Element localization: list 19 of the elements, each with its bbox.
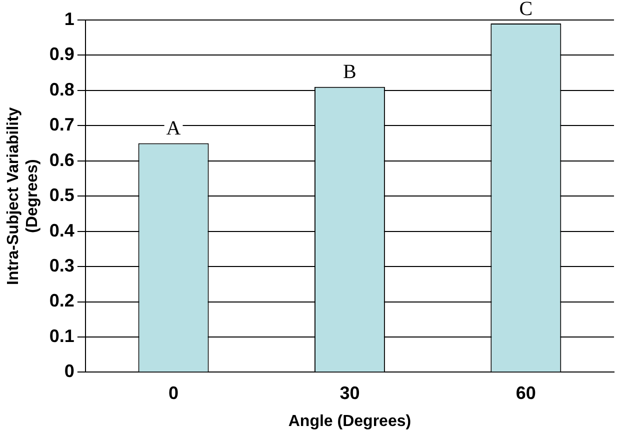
y-tick-label: 0.6 bbox=[49, 150, 74, 170]
y-tick-label: 0.3 bbox=[49, 256, 74, 276]
y-tick-label: 1 bbox=[64, 8, 74, 29]
x-tick-label: 60 bbox=[516, 382, 536, 403]
y-tick-label: 0 bbox=[64, 361, 74, 382]
y-tick-label: 0.5 bbox=[49, 185, 74, 206]
x-axis-title: Angle (Degrees) bbox=[288, 412, 412, 430]
y-tick-label: 0.9 bbox=[49, 44, 74, 64]
y-tick-label: 0.2 bbox=[49, 290, 74, 311]
y-tick-label: 0.4 bbox=[49, 220, 74, 240]
x-tick-label: 0 bbox=[168, 382, 179, 403]
y-tick-label: 0.8 bbox=[49, 79, 74, 100]
annotation: B bbox=[343, 61, 356, 84]
y-tick-label: 0.7 bbox=[49, 114, 74, 135]
annotation: A bbox=[166, 118, 182, 140]
y-tick-label: 0.1 bbox=[49, 326, 74, 346]
y-axis-title: Intra-Subject Variability (Degrees) bbox=[5, 107, 42, 286]
annotation: C bbox=[519, 0, 533, 20]
x-tick-label: 30 bbox=[340, 382, 360, 403]
